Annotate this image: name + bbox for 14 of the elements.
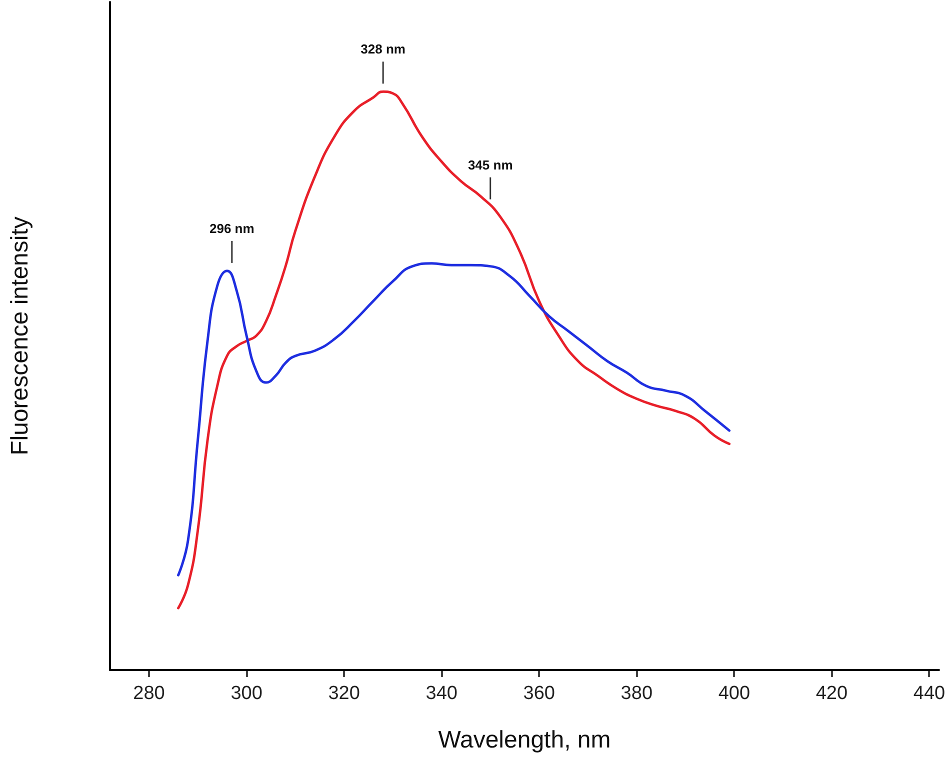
- annotation: 328 nm: [360, 42, 406, 57]
- x-tick-label: 440: [913, 683, 946, 704]
- x-axis-title: Wavelength, nm: [438, 726, 611, 754]
- annotation: 345 nm: [468, 157, 513, 172]
- x-tick-label: 400: [718, 683, 750, 704]
- x-tick-label: 420: [816, 683, 848, 704]
- x-tick-label: 380: [620, 683, 652, 704]
- x-tick-label: 300: [230, 683, 262, 704]
- x-tick-label: 360: [523, 683, 555, 704]
- annotation: 296 nm: [210, 220, 254, 236]
- x-tick-label: 320: [328, 683, 360, 704]
- y-axis-title: Fluorescence intensity: [6, 216, 34, 456]
- x-tick-label: 340: [426, 683, 458, 704]
- x-tick-label: 280: [133, 683, 165, 704]
